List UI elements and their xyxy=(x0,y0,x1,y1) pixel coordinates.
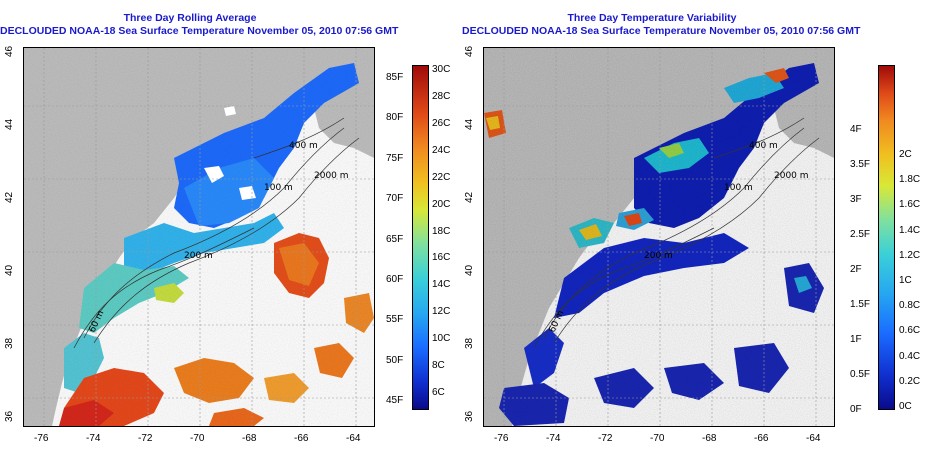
colorbar-fahrenheit-label: 0.5F xyxy=(850,369,871,380)
longitude-tick: -70 xyxy=(650,433,665,444)
colorbar-fahrenheit-label: 3F xyxy=(850,194,862,205)
latitude-tick: 46 xyxy=(4,45,15,57)
contour-label: 400 m xyxy=(289,141,318,151)
latitude-tick: 38 xyxy=(464,337,475,349)
colorbar-fahrenheit-label: 80F xyxy=(386,112,404,124)
colorbar-celsius-label: 8C xyxy=(432,360,445,372)
latitude-tick: 36 xyxy=(4,410,15,422)
longitude-tick: -76 xyxy=(494,433,509,444)
colorbar-celsius-label: 30C xyxy=(432,64,451,75)
contour-label: 2000 m xyxy=(314,171,349,181)
colorbar-celsius-label: 16C xyxy=(432,252,451,264)
colorbar-celsius-label: 10C xyxy=(432,333,451,345)
latitude-tick: 46 xyxy=(464,45,475,57)
longitude-tick: -76 xyxy=(34,433,49,444)
longitude-tick: -64 xyxy=(346,433,361,444)
longitude-tick: -74 xyxy=(546,433,561,444)
latitude-tick: 42 xyxy=(4,191,15,203)
colorbar-fahrenheit-label: 70F xyxy=(386,193,404,205)
colorbar-celsius-label: 0.8C xyxy=(899,300,921,312)
longitude-tick: -64 xyxy=(806,433,821,444)
colorbar-celsius-label: 0.2C xyxy=(899,375,921,387)
colorbar-fahrenheit-label: 55F xyxy=(386,314,404,326)
longitude-tick: -68 xyxy=(242,433,257,444)
colorbar-fahrenheit-label: 75F xyxy=(386,152,404,164)
colorbar-fahrenheit-label: 2F xyxy=(850,264,862,275)
colorbar-fahrenheit-label: 3.5F xyxy=(850,159,871,170)
longitude-tick: -74 xyxy=(86,433,101,444)
colorbar-celsius-label: 14C xyxy=(432,279,451,291)
colorbar-celsius-label: 0.4C xyxy=(899,350,921,362)
latitude-tick: 40 xyxy=(464,264,475,276)
left-title-line2: DECLOUDED NOAA-18 Sea Surface Temperatur… xyxy=(0,25,399,37)
contour-label: 200 m xyxy=(644,251,673,261)
colorbar-celsius-label: 20C xyxy=(432,198,451,210)
left-title-line1: Three Day Rolling Average xyxy=(123,12,257,24)
right-map-svg: 400 m 2000 m 100 m 200 m 60 m xyxy=(484,48,834,426)
right-colorbar xyxy=(878,65,895,410)
right-title-line2: DECLOUDED NOAA-18 Sea Surface Temperatur… xyxy=(462,25,861,37)
colorbar-celsius-label: 0.6C xyxy=(899,325,921,337)
colorbar-celsius-label: 26C xyxy=(432,117,451,129)
latitude-tick: 42 xyxy=(464,191,475,203)
colorbar-celsius-label: 1.2C xyxy=(899,249,921,261)
longitude-tick: -66 xyxy=(754,433,769,444)
colorbar-fahrenheit-label: 1.5F xyxy=(850,299,871,310)
colorbar-celsius-label: 18C xyxy=(432,225,451,237)
colorbar-celsius-label: 1C xyxy=(899,275,912,286)
colorbar-celsius-label: 6C xyxy=(432,387,445,398)
contour-label: 2000 m xyxy=(774,171,809,181)
grid-lines xyxy=(24,48,374,426)
right-variability-map: 400 m 2000 m 100 m 200 m 60 m xyxy=(483,47,835,427)
longitude-tick: -66 xyxy=(294,433,309,444)
colorbar-celsius-label: 2C xyxy=(899,149,912,160)
colorbar-fahrenheit-label: 45F xyxy=(386,395,404,406)
latitude-tick: 40 xyxy=(4,264,15,276)
colorbar-fahrenheit-label: 1F xyxy=(850,334,862,345)
colorbar-celsius-label: 0C xyxy=(899,401,912,412)
contour-label: 100 m xyxy=(264,183,293,193)
left-colorbar xyxy=(412,65,429,410)
colorbar-fahrenheit-label: 0F xyxy=(850,404,862,415)
latitude-tick: 44 xyxy=(4,118,15,130)
colorbar-fahrenheit-label: 4F xyxy=(850,124,862,135)
left-map-svg: 400 m 2000 m 100 m 200 m 60 m xyxy=(24,48,374,426)
longitude-tick: -72 xyxy=(138,433,153,444)
colorbar-celsius-label: 1.4C xyxy=(899,224,921,236)
latitude-tick: 36 xyxy=(464,410,475,422)
colorbar-celsius-label: 1.6C xyxy=(899,199,921,211)
contour-label: 200 m xyxy=(184,251,213,261)
colorbar-celsius-label: 28C xyxy=(432,90,451,102)
longitude-tick: -68 xyxy=(702,433,717,444)
latitude-tick: 44 xyxy=(464,118,475,130)
colorbar-celsius-label: 1.8C xyxy=(899,174,921,186)
contour-label: 100 m xyxy=(724,183,753,193)
colorbar-fahrenheit-label: 60F xyxy=(386,273,404,285)
latitude-tick: 38 xyxy=(4,337,15,349)
colorbar-fahrenheit-label: 65F xyxy=(386,233,404,245)
colorbar-fahrenheit-label: 85F xyxy=(386,72,404,83)
right-title-line1: Three Day Temperature Variability xyxy=(567,12,737,24)
colorbar-celsius-label: 12C xyxy=(432,306,451,318)
contour-label: 400 m xyxy=(749,141,778,151)
bathymetry-contours xyxy=(73,117,360,349)
longitude-tick: -70 xyxy=(190,433,205,444)
colorbar-celsius-label: 24C xyxy=(432,144,451,156)
colorbar-fahrenheit-label: 2.5F xyxy=(850,229,871,240)
colorbar-fahrenheit-label: 50F xyxy=(386,354,404,366)
left-sst-map: 400 m 2000 m 100 m 200 m 60 m xyxy=(23,47,375,427)
colorbar-celsius-label: 22C xyxy=(432,171,451,183)
longitude-tick: -72 xyxy=(598,433,613,444)
